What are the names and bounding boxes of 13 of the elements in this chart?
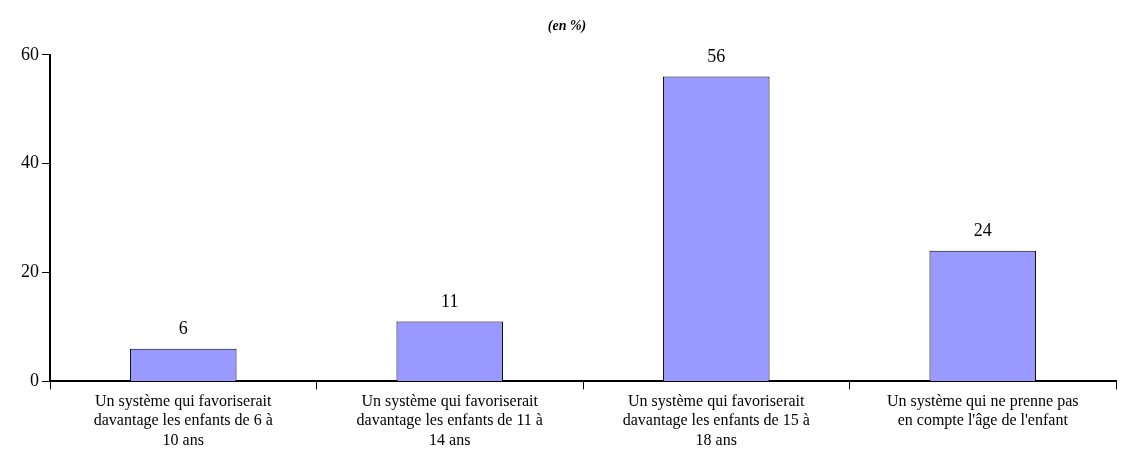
data-label: 56 [707, 46, 726, 67]
chart-title: (en %) [547, 18, 587, 35]
y-tick-label: 20 [21, 261, 39, 282]
data-label: 24 [973, 220, 992, 241]
x-tick-label: Un système qui ne prenne pas en compte l'âge de l'enfant [886, 392, 1079, 430]
x-tick-label: Un système qui favoriserait davantage les enfants de 11 à 14 ans [356, 392, 543, 448]
y-tick-label: 40 [21, 152, 39, 173]
data-label: 11 [441, 291, 459, 312]
data-label: 6 [178, 318, 188, 339]
y-tick-label: 60 [21, 43, 39, 64]
x-tick-label: Un système qui favoriserait davantage les enfants de 15 à 18 ans [622, 392, 810, 448]
x-tick-label: Un système qui favoriserait davantage les enfants de 6 à 10 ans [93, 392, 273, 448]
y-tick-label: 0 [30, 370, 39, 391]
